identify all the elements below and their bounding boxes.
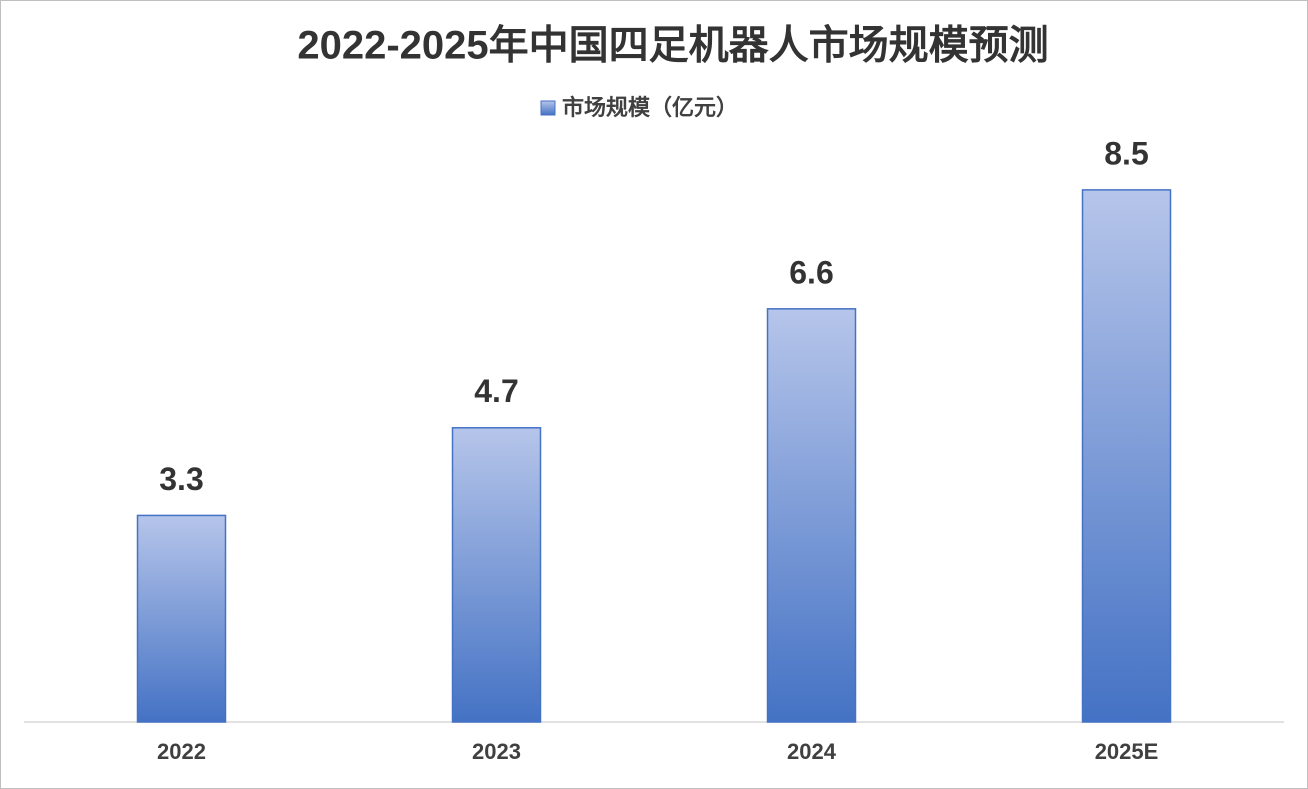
x-tick-label: 2023 (472, 739, 521, 764)
bar (136, 514, 227, 723)
value-label: 6.6 (789, 254, 833, 290)
bar (451, 427, 542, 723)
bar (766, 308, 857, 723)
bar (1081, 189, 1172, 723)
x-tick-label: 2024 (787, 739, 837, 764)
x-tick-label: 2022 (157, 739, 206, 764)
value-label: 8.5 (1104, 135, 1148, 171)
legend-swatch (540, 100, 556, 116)
x-tick-label: 2025E (1095, 739, 1159, 764)
value-label: 4.7 (474, 373, 518, 409)
chart-title: 2022-2025年中国四足机器人市场规模预测 (297, 24, 1048, 68)
legend-label: 市场规模（亿元） (562, 95, 738, 120)
value-label: 3.3 (159, 461, 203, 497)
